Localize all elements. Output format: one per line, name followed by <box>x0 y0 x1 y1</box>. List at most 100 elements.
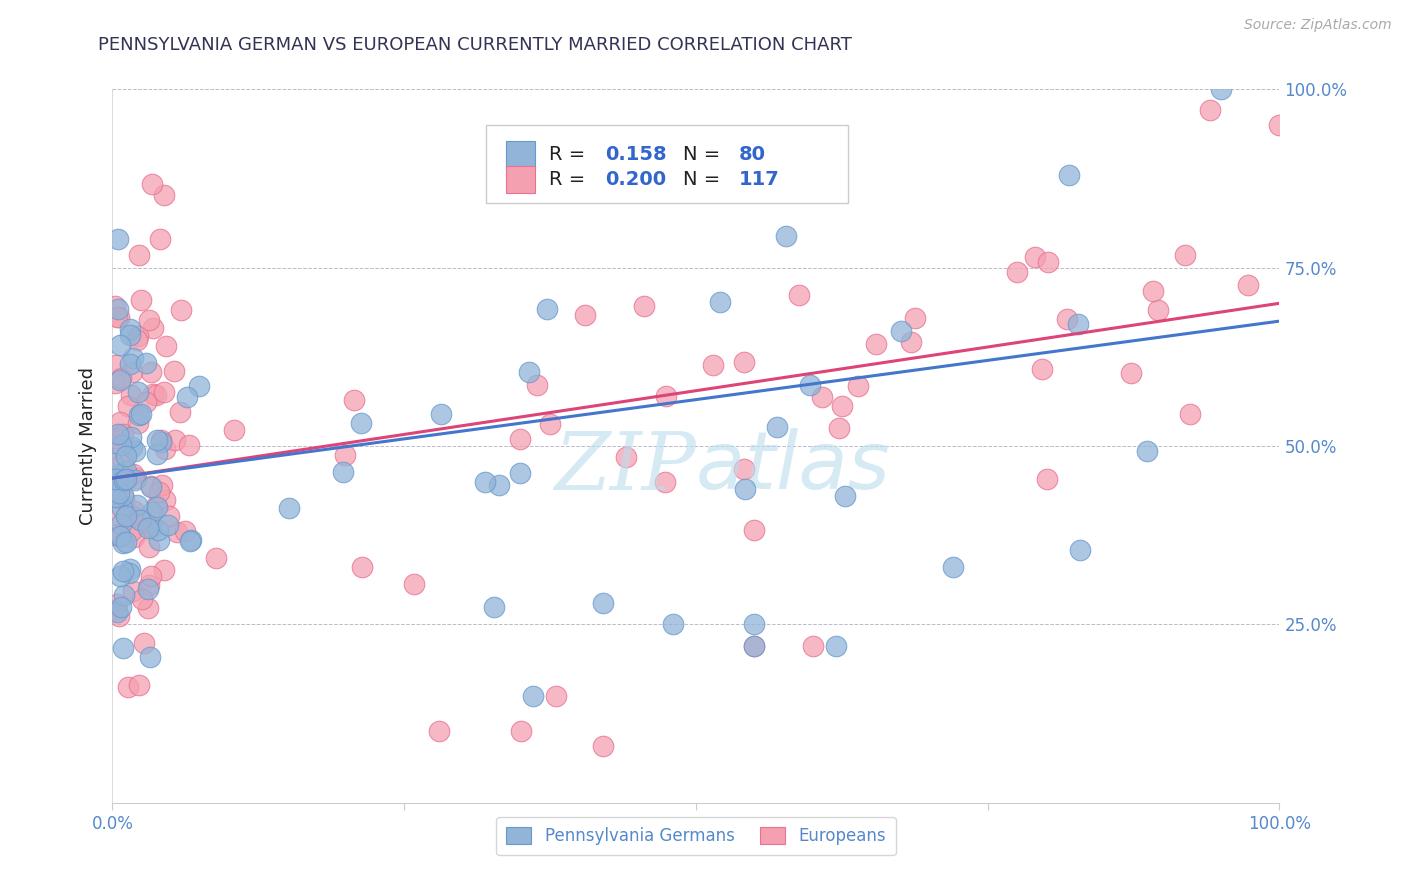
Point <box>108 338 131 352</box>
Point <box>118 566 141 580</box>
Point <box>120 430 142 444</box>
Text: ZIP: ZIP <box>554 429 696 506</box>
Point <box>332 465 354 479</box>
Point <box>153 442 176 457</box>
Point <box>112 640 135 655</box>
Point <box>122 530 145 544</box>
Text: N =: N = <box>683 145 727 163</box>
Point <box>430 407 453 421</box>
Point <box>544 689 567 703</box>
Point <box>744 617 766 632</box>
Point <box>742 523 765 537</box>
Point <box>150 478 173 492</box>
Point <box>865 337 887 351</box>
Point <box>104 603 127 617</box>
Point <box>138 578 160 592</box>
Point <box>145 388 167 402</box>
Point <box>124 444 146 458</box>
Point <box>1198 103 1220 117</box>
Point <box>112 588 135 602</box>
Point <box>148 523 170 537</box>
Point <box>129 293 152 308</box>
Text: 117: 117 <box>740 169 780 188</box>
Point <box>349 417 371 431</box>
Text: R =: R = <box>548 145 592 163</box>
Point <box>157 509 180 524</box>
Point <box>574 309 596 323</box>
Point <box>1036 254 1059 268</box>
Point <box>163 364 186 378</box>
Point <box>128 408 150 422</box>
Point <box>125 334 148 348</box>
Point <box>149 232 172 246</box>
Point <box>152 385 174 400</box>
Point <box>125 470 148 484</box>
Point <box>153 493 176 508</box>
Point <box>169 405 191 419</box>
Text: 0.158: 0.158 <box>605 145 666 163</box>
Point <box>149 435 172 450</box>
Point <box>104 472 127 486</box>
Point <box>110 370 132 384</box>
Point <box>343 392 366 407</box>
Point <box>105 431 128 445</box>
Point <box>108 609 131 624</box>
Point <box>111 501 134 516</box>
Point <box>1031 361 1053 376</box>
Point <box>114 534 136 549</box>
Point <box>890 325 912 339</box>
Point <box>142 321 165 335</box>
Text: atlas: atlas <box>696 428 891 507</box>
Point <box>120 322 142 336</box>
Point <box>180 533 202 548</box>
Point <box>114 509 136 524</box>
Point <box>509 432 531 446</box>
Point <box>128 513 150 527</box>
Point <box>108 373 131 387</box>
Point <box>134 636 156 650</box>
Point <box>177 438 200 452</box>
Point <box>101 456 124 470</box>
Point <box>125 498 148 512</box>
Point <box>105 507 128 521</box>
Point <box>135 356 157 370</box>
Point <box>775 229 797 244</box>
Point <box>153 563 176 577</box>
Point <box>107 427 129 442</box>
Point <box>1007 265 1029 279</box>
Text: 80: 80 <box>740 145 766 163</box>
Point <box>474 475 496 490</box>
Point <box>900 334 922 349</box>
Point <box>141 568 163 582</box>
Point <box>145 447 167 461</box>
Point <box>108 486 131 500</box>
Point <box>427 724 450 739</box>
Point <box>131 592 153 607</box>
Point <box>526 377 548 392</box>
Point <box>128 416 150 430</box>
Point <box>104 358 127 372</box>
Point <box>1135 443 1157 458</box>
Point <box>834 489 856 503</box>
Text: N =: N = <box>683 169 727 188</box>
Point <box>132 515 155 529</box>
Point <box>509 467 531 481</box>
Point <box>120 524 142 538</box>
Point <box>118 509 141 524</box>
Point <box>110 529 132 543</box>
Point <box>170 302 193 317</box>
Point <box>104 376 127 390</box>
Point <box>108 467 131 481</box>
Point <box>1174 248 1197 262</box>
Point <box>222 423 245 437</box>
Point <box>108 529 131 543</box>
Point <box>111 475 134 489</box>
Point <box>108 310 131 325</box>
Point <box>115 449 138 463</box>
Point <box>110 599 132 614</box>
Point <box>205 550 228 565</box>
Point <box>825 639 848 653</box>
Point <box>536 301 558 316</box>
Point <box>1178 407 1201 421</box>
Point <box>138 600 160 615</box>
